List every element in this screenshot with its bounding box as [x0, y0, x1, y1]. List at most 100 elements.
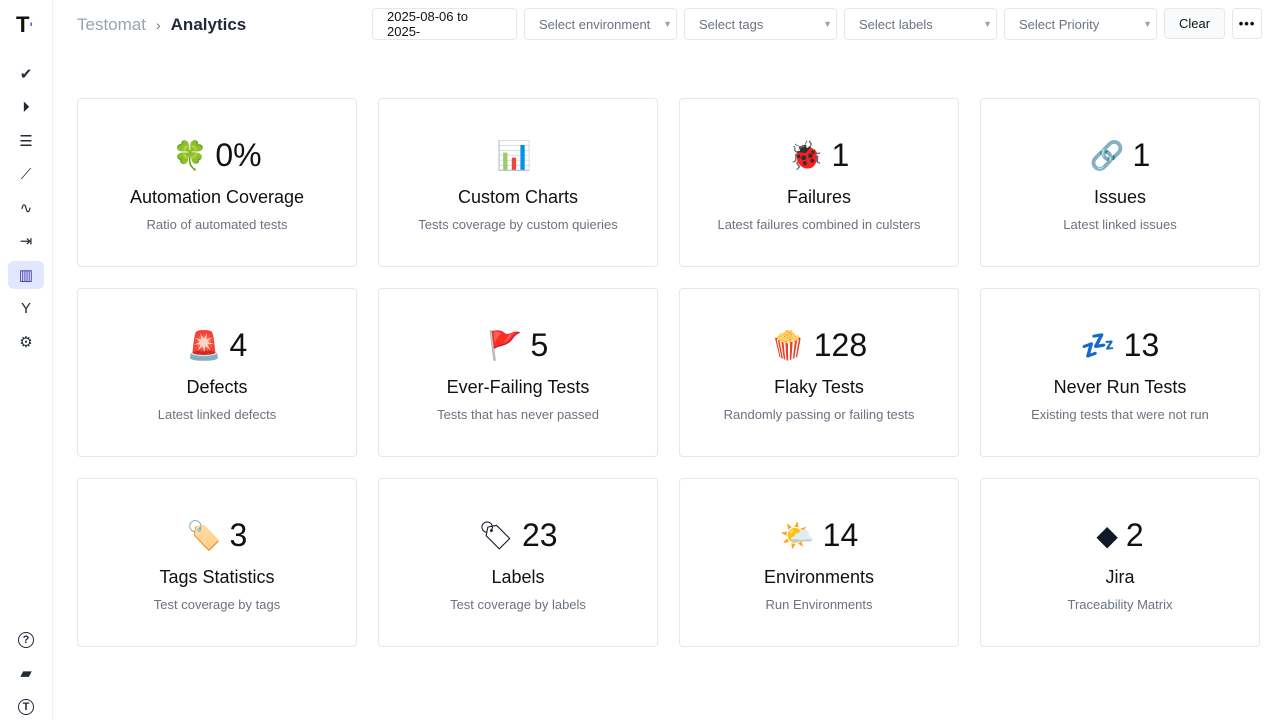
settings-icon: ⚙	[19, 334, 33, 351]
card-header: 🐞 1	[789, 135, 850, 175]
priority-select[interactable]: Select Priority ▼	[1004, 8, 1157, 40]
tags-select[interactable]: Select tags ▼	[684, 8, 837, 40]
card-title: Environments	[763, 567, 875, 587]
card-value: 23	[521, 516, 558, 553]
environment-placeholder: Select environment	[539, 16, 651, 32]
card-description: Tests coverage by custom quieries	[418, 217, 618, 232]
sidebar-item-help[interactable]: ?	[8, 626, 44, 654]
tags-placeholder: Select tags	[699, 16, 764, 32]
runs-icon: ⏵	[22, 98, 30, 116]
card-description: Latest linked issues	[1063, 217, 1177, 232]
card-header: 🚩 5	[488, 325, 549, 365]
breadcrumb-project[interactable]: Testomat	[77, 15, 146, 34]
card-title: Never Run Tests	[1053, 377, 1187, 397]
jira-icon: ◆	[1096, 519, 1118, 551]
card-description: Latest failures combined in culsters	[717, 217, 921, 232]
card-description: Ratio of automated tests	[146, 217, 288, 232]
issues-icon: 🔗	[1089, 139, 1125, 171]
date-range-input[interactable]: 2025-08-06 to 2025-	[372, 8, 517, 40]
card-description: Traceability Matrix	[1067, 597, 1173, 612]
clear-button[interactable]: Clear	[1164, 8, 1226, 39]
card-header: 💤 13	[1081, 325, 1159, 365]
card-value: 0%	[215, 136, 262, 173]
card-description: Test coverage by tags	[153, 597, 281, 612]
breadcrumb-separator: ›	[155, 17, 161, 33]
card-title: Custom Charts	[457, 187, 579, 207]
sidebar-item-imports[interactable]: ⇥	[8, 227, 44, 255]
card-value: 1	[831, 136, 850, 173]
custom-charts-icon: 📊	[496, 139, 532, 171]
profile-icon: T	[18, 699, 34, 715]
filter-bar: 2025-08-06 to 2025- Select environment ▼ …	[372, 8, 1263, 40]
page-title: Analytics	[170, 15, 247, 34]
card-ever-failing-tests[interactable]: 🚩 5 Ever-Failing Tests Tests that has ne…	[378, 288, 658, 457]
priority-placeholder: Select Priority	[1019, 16, 1100, 32]
card-value: 4	[229, 326, 248, 363]
sidebar-item-profile[interactable]: T	[8, 693, 44, 721]
sidebar-item-branches[interactable]: Y	[8, 294, 44, 322]
card-title: Flaky Tests	[774, 377, 864, 397]
testomat-logo[interactable]: T'	[16, 12, 33, 37]
never-run-tests-icon: 💤	[1080, 329, 1116, 361]
card-value: 3	[229, 516, 248, 553]
card-description: Run Environments	[765, 597, 873, 612]
analytics-icon: ▥	[18, 267, 34, 284]
card-value: 5	[530, 326, 549, 363]
sidebar-item-settings[interactable]: ⚙	[8, 328, 44, 356]
sidebar: T' ✔ ⏵ ☰ ⟋ ∿ ⇥ ▥ Y ⚙? ▰ T	[0, 0, 53, 720]
card-value: 1	[1132, 136, 1151, 173]
card-description: Test coverage by labels	[450, 597, 586, 612]
failures-icon: 🐞	[788, 139, 824, 171]
imports-icon: ⇥	[19, 233, 33, 250]
card-header: 🏷 23	[478, 515, 557, 555]
sidebar-item-projects[interactable]: ▰	[8, 659, 44, 687]
steps-icon: ⟋	[20, 165, 32, 183]
sidebar-item-pulse[interactable]: ∿	[8, 194, 44, 222]
card-header: 🏷️ 3	[187, 515, 248, 555]
card-title: Failures	[786, 187, 852, 207]
card-value: 2	[1125, 516, 1144, 553]
plans-icon: ☰	[19, 133, 33, 150]
card-header: 🚨 4	[187, 325, 248, 365]
card-description: Randomly passing or failing tests	[723, 407, 915, 422]
card-description: Latest linked defects	[157, 407, 277, 422]
card-description: Tests that has never passed	[437, 407, 599, 422]
labels-icon: 🏷	[478, 519, 514, 551]
card-environments[interactable]: 🌤️ 14 Environments Run Environments	[679, 478, 959, 647]
card-tags-statistics[interactable]: 🏷️ 3 Tags Statistics Test coverage by ta…	[77, 478, 357, 647]
card-failures[interactable]: 🐞 1 Failures Latest failures combined in…	[679, 98, 959, 267]
tags-statistics-icon: 🏷️	[186, 519, 222, 551]
card-flaky-tests[interactable]: 🍿 128 Flaky Tests Randomly passing or fa…	[679, 288, 959, 457]
card-title: Issues	[1093, 187, 1147, 207]
card-automation-coverage[interactable]: 🍀 0% Automation Coverage Ratio of automa…	[77, 98, 357, 267]
sidebar-item-tests[interactable]: ✔	[8, 60, 44, 88]
more-options-button[interactable]: •••	[1232, 8, 1263, 39]
card-labels[interactable]: 🏷 23 Labels Test coverage by labels	[378, 478, 658, 647]
card-never-run-tests[interactable]: 💤 13 Never Run Tests Existing tests that…	[980, 288, 1260, 457]
environments-icon: 🌤️	[779, 519, 815, 551]
sidebar-item-analytics[interactable]: ▥	[8, 261, 44, 289]
card-header: 🔗 1	[1090, 135, 1151, 175]
labels-select[interactable]: Select labels ▼	[844, 8, 997, 40]
card-title: Defects	[186, 377, 248, 397]
card-jira[interactable]: ◆ 2 Jira Traceability Matrix	[980, 478, 1260, 647]
sidebar-item-plans[interactable]: ☰	[8, 127, 44, 155]
card-header: 🍿 128	[771, 325, 867, 365]
card-issues[interactable]: 🔗 1 Issues Latest linked issues	[980, 98, 1260, 267]
breadcrumb: Testomat › Analytics	[77, 14, 246, 36]
pulse-icon: ∿	[19, 200, 33, 217]
sidebar-item-runs[interactable]: ⏵	[8, 93, 44, 121]
sidebar-item-steps[interactable]: ⟋	[8, 160, 44, 188]
flaky-tests-icon: 🍿	[770, 329, 806, 361]
card-title: Ever-Failing Tests	[446, 377, 590, 397]
card-value: 14	[822, 516, 859, 553]
caret-down-icon: ▼	[823, 19, 832, 29]
branches-icon: Y	[20, 299, 31, 317]
environment-select[interactable]: Select environment ▼	[524, 8, 677, 40]
card-defects[interactable]: 🚨 4 Defects Latest linked defects	[77, 288, 357, 457]
card-title: Jira	[1105, 567, 1135, 587]
card-header: ◆ 2	[1096, 515, 1143, 555]
card-title: Automation Coverage	[129, 187, 305, 207]
card-custom-charts[interactable]: 📊 Custom Charts Tests coverage by custom…	[378, 98, 658, 267]
labels-placeholder: Select labels	[859, 16, 933, 32]
